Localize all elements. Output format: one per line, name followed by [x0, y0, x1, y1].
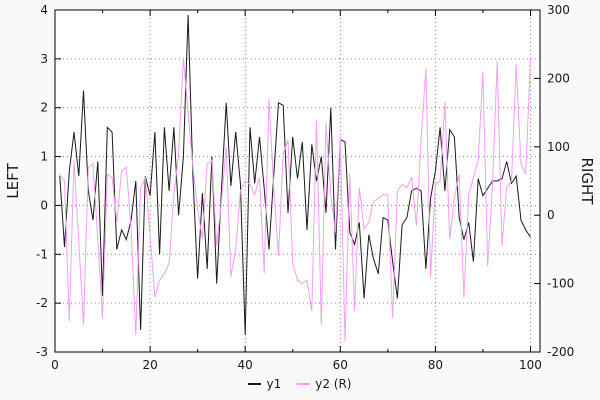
svg-text:3: 3 — [40, 52, 48, 66]
legend-item-y2: y2 (R) — [297, 377, 352, 391]
left-axis-title: LEFT — [4, 163, 22, 199]
legend: y1 y2 (R) — [0, 377, 600, 391]
svg-text:-100: -100 — [547, 277, 574, 291]
svg-text:0: 0 — [40, 198, 48, 212]
svg-text:40: 40 — [238, 358, 253, 372]
svg-text:-3: -3 — [36, 345, 48, 359]
y2-line-swatch — [297, 383, 311, 385]
svg-text:-200: -200 — [547, 345, 574, 359]
svg-text:1: 1 — [40, 150, 48, 164]
svg-text:-2: -2 — [36, 296, 48, 310]
legend-item-y1: y1 — [248, 377, 281, 391]
y1-line-swatch — [248, 383, 262, 385]
svg-text:4: 4 — [40, 3, 48, 17]
svg-text:-1: -1 — [36, 247, 48, 261]
svg-text:20: 20 — [142, 358, 157, 372]
svg-text:2: 2 — [40, 101, 48, 115]
svg-text:100: 100 — [519, 358, 542, 372]
svg-text:200: 200 — [547, 71, 570, 85]
legend-label-y2: y2 (R) — [315, 377, 352, 391]
svg-text:60: 60 — [333, 358, 348, 372]
right-axis-title: RIGHT — [578, 157, 596, 205]
svg-text:80: 80 — [428, 358, 443, 372]
svg-text:100: 100 — [547, 140, 570, 154]
svg-text:0: 0 — [51, 358, 59, 372]
svg-text:0: 0 — [547, 208, 555, 222]
legend-label-y1: y1 — [266, 377, 282, 391]
svg-text:300: 300 — [547, 3, 570, 17]
